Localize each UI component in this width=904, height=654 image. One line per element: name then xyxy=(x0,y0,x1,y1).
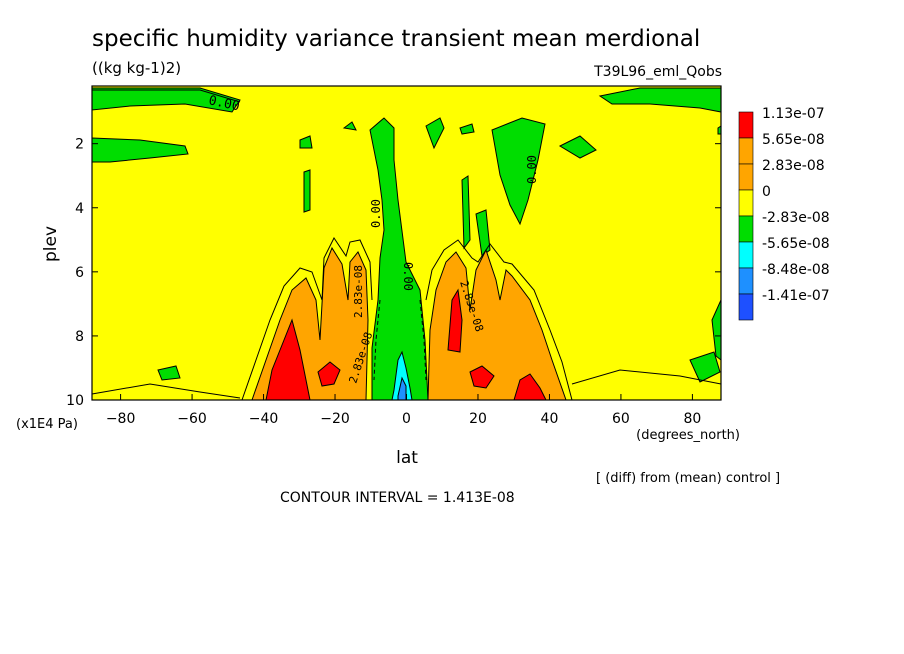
legend-swatch xyxy=(738,137,754,165)
x-tick-label: 20 xyxy=(469,411,487,427)
negative-region-streak-e xyxy=(303,169,311,213)
legend-label: -8.48e-08 xyxy=(762,262,830,278)
experiment-label: T39L96_eml_Qobs xyxy=(593,64,722,80)
negative-region-blue-core xyxy=(397,376,407,401)
legend-swatch xyxy=(738,111,754,139)
units-label: ((kg kg-1)2) xyxy=(92,59,181,77)
legend-swatch xyxy=(738,215,754,243)
legend-label: -1.41e-07 xyxy=(762,288,830,304)
x-tick-label: −40 xyxy=(249,411,279,427)
plot-area: 0.00 0.00 0.00 0.00 2.83e-08 2.83e-08 2.… xyxy=(66,85,722,427)
legend-label: 5.65e-08 xyxy=(762,132,825,148)
contour-line-outer-left xyxy=(241,237,373,401)
negative-region-upper-right xyxy=(598,87,722,113)
contour-line-low-right xyxy=(571,369,722,385)
contour-lines xyxy=(91,89,722,401)
x-tick-label: −80 xyxy=(106,411,136,427)
negative-region-right-streak xyxy=(491,117,546,226)
negative-region-streak-d xyxy=(475,209,491,257)
contour-line-dash-right xyxy=(419,299,427,381)
contour-fills xyxy=(91,87,722,401)
y-axis-title: plev xyxy=(41,226,61,262)
negative-region-lower-left xyxy=(157,365,181,381)
positive-region-red-mid-right xyxy=(447,288,463,353)
negative-region-streak-f xyxy=(299,135,313,149)
contour-line-low-left xyxy=(91,383,241,399)
contour-line-top xyxy=(92,89,241,103)
legend-swatch xyxy=(738,241,754,269)
positive-region-red-right-small xyxy=(469,365,495,389)
x-axis-title: lat xyxy=(396,448,418,468)
contour-line-outer-right xyxy=(425,239,573,401)
contour-line-dash-left xyxy=(373,299,381,381)
legend-label: -5.65e-08 xyxy=(762,236,830,252)
y-tick-label: 6 xyxy=(75,265,84,281)
y-axis-ticks: 2 4 6 8 10 xyxy=(66,137,721,409)
y-tick-label: 4 xyxy=(75,201,84,217)
footer-note: [ (diff) from (mean) control ] xyxy=(596,471,780,486)
legend-swatch xyxy=(738,267,754,295)
negative-region-upper-left xyxy=(91,87,241,113)
legend-label: -2.83e-08 xyxy=(762,210,830,226)
x-axis-units: (degrees_north) xyxy=(636,428,740,443)
positive-region-red-left-small xyxy=(317,361,341,387)
y-tick-label: 2 xyxy=(75,137,84,153)
negative-region-lower-right xyxy=(689,351,721,383)
x-tick-label: 40 xyxy=(541,411,559,427)
y-tick-label: 10 xyxy=(66,393,84,409)
x-tick-label: 60 xyxy=(612,411,630,427)
x-tick-label: −20 xyxy=(320,411,350,427)
negative-region-mid-left xyxy=(91,137,189,163)
negative-region-streak-a xyxy=(425,117,445,150)
negative-region-streak-b xyxy=(459,123,475,135)
color-legend: 1.13e-07 5.65e-08 2.83e-08 0 -2.83e-08 -5.65e… xyxy=(738,106,830,321)
negative-region-streak-c xyxy=(461,175,471,250)
legend-swatch xyxy=(738,189,754,217)
legend-swatch xyxy=(738,163,754,191)
contour-label: 2.83e-08 xyxy=(352,265,365,318)
x-tick-label: −60 xyxy=(177,411,207,427)
contour-label: 0.00 xyxy=(207,93,241,114)
chart-title: specific humidity variance transient mea… xyxy=(92,26,700,52)
contour-label: 0.00 xyxy=(525,155,539,184)
positive-region-red-left xyxy=(265,318,311,401)
y-tick-label: 8 xyxy=(75,329,84,345)
legend-label: 0 xyxy=(762,184,771,200)
negative-region-right-blob xyxy=(558,135,597,159)
legend-label: 1.13e-07 xyxy=(762,106,825,122)
contour-label: 0.00 xyxy=(369,199,383,228)
contour-interval: CONTOUR INTERVAL = 1.413E-08 xyxy=(280,490,515,506)
negative-region-streak-g xyxy=(342,121,357,131)
positive-region-right xyxy=(427,248,567,401)
contour-label: 0.00 xyxy=(401,262,415,291)
x-tick-label: 80 xyxy=(683,411,701,427)
y-axis-units: (x1E4 Pa) xyxy=(16,417,78,432)
x-axis-ticks: −80 −60 −40 −20 0 20 40 60 80 xyxy=(106,394,701,427)
legend-swatch xyxy=(738,293,754,321)
x-tick-label: 0 xyxy=(402,411,411,427)
legend-label: 2.83e-08 xyxy=(762,158,825,174)
